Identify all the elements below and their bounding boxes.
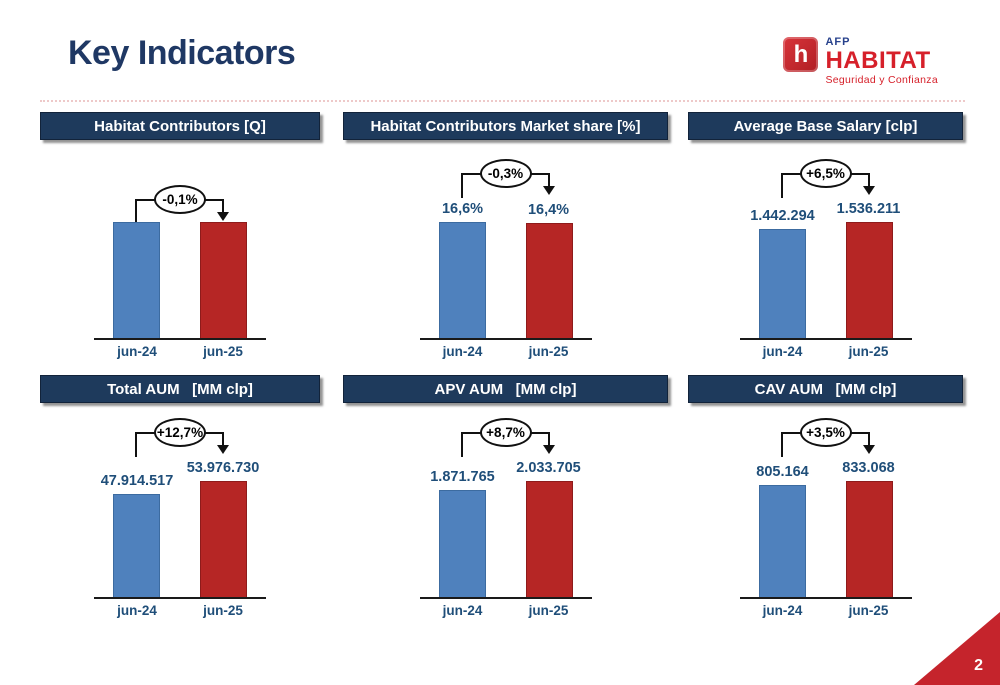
bar-jun-25 [200,481,247,598]
category-label: jun-25 [528,344,569,359]
chart-panel-average-base-salary: Average Base Salary [clp] +6,5% 1.442.29… [688,112,963,364]
value-label: 1.871.765 [430,469,495,485]
bar-jun-25 [845,222,893,339]
category-label: jun-25 [203,603,243,618]
page-title: Key Indicators [68,34,296,72]
x-axis-line [419,338,592,340]
bar-chart: -0,3% 16,6% 16,4% [419,140,592,340]
bar-chart: +3,5% 805.164 833.068 [739,403,912,599]
bar-jun-24 [438,222,486,339]
category-label: jun-24 [762,603,803,618]
title-separator-line [40,100,965,102]
arrow-head-icon [217,445,229,454]
change-badge: +3,5% [799,418,852,447]
chart-panel-total-aum: Total AUM [MM clp] +12,7% 47.914.517 53.… [40,375,320,623]
change-badge: +6,5% [799,159,852,188]
value-label: 833.068 [842,460,895,476]
x-axis-line [419,597,592,599]
chart-title: Average Base Salary [clp] [688,112,963,140]
value-label: 16,4% [527,202,570,218]
chart-panel-habitat-contributors: Habitat Contributors [Q] -0,1% jun-24 ju… [40,112,320,364]
value-label: 1.442.294 [750,208,815,224]
bracket-left-line [460,432,463,457]
category-label: jun-25 [848,344,889,359]
bar-jun-24 [113,222,160,339]
arrow-head-icon [862,186,875,195]
bar-chart: +12,7% 47.914.517 53.976.730 [94,403,266,599]
x-axis-line [94,338,266,340]
arrow-line [867,173,870,187]
bracket-left-line [780,173,783,198]
value-label: 53.976.730 [186,460,260,476]
arrow-line [867,432,870,446]
logo-habitat-text: HABITAT [825,47,931,74]
corner-triangle [914,612,1000,685]
page-number: 2 [974,657,983,674]
value-label: 47.914.517 [100,473,174,489]
value-label: 1.536.211 [836,201,901,217]
bar-chart: +8,7% 1.871.765 2.033.705 [419,403,592,599]
bracket-left-line [460,173,463,198]
category-label: jun-25 [528,603,569,618]
habitat-logo-icon: h [783,37,819,72]
chart-panel-apv-aum: APV AUM [MM clp] +8,7% 1.871.765 2.033.7… [343,375,668,623]
value-label: 2.033.705 [516,460,581,476]
arrow-line [547,173,550,187]
arrow-line [222,199,224,213]
category-label: jun-24 [762,344,803,359]
category-label: jun-24 [117,603,157,618]
arrow-head-icon [217,212,229,221]
logo-afp-text: AFP [825,36,851,48]
arrow-line [222,432,224,446]
bar-jun-24 [438,490,486,598]
chart-title: Total AUM [MM clp] [40,375,320,403]
category-label: jun-24 [117,344,157,359]
bar-chart: -0,1% [94,140,266,340]
arrow-head-icon [862,445,875,454]
change-badge: +12,7% [154,418,206,447]
chart-panel-cav-aum: CAV AUM [MM clp] +3,5% 805.164 833.068 j… [688,375,963,623]
bracket-left-line [135,432,137,457]
bar-jun-24 [758,485,806,598]
bracket-left-line [135,199,137,223]
bar-chart: +6,5% 1.442.294 1.536.211 [739,140,912,340]
logo-tagline: Seguridad y Confianza [825,74,938,86]
arrow-head-icon [542,186,555,195]
value-label: 16,6% [441,201,484,217]
x-axis-line [94,597,266,599]
afp-habitat-logo: h AFP HABITAT Seguridad y Confianza [783,37,938,86]
category-label: jun-24 [442,603,483,618]
bracket-left-line [780,432,783,457]
x-axis-line [739,338,912,340]
value-label: 805.164 [756,464,809,480]
chart-title: Habitat Contributors Market share [%] [343,112,668,140]
bar-jun-24 [758,229,806,339]
bar-jun-25 [200,222,247,339]
bar-jun-25 [525,223,573,339]
change-badge: +8,7% [479,418,532,447]
category-label: jun-24 [442,344,483,359]
arrow-head-icon [542,445,555,454]
chart-panel-market-share: Habitat Contributors Market share [%] -0… [343,112,668,364]
category-label: jun-25 [203,344,243,359]
category-label: jun-25 [848,603,889,618]
arrow-line [547,432,550,446]
chart-title: APV AUM [MM clp] [343,375,668,403]
bar-jun-25 [525,481,573,598]
bar-jun-25 [845,481,893,598]
bar-jun-24 [113,494,160,598]
change-badge: -0,1% [154,185,206,214]
x-axis-line [739,597,912,599]
change-badge: -0,3% [479,159,532,188]
chart-title: Habitat Contributors [Q] [40,112,320,140]
chart-title: CAV AUM [MM clp] [688,375,963,403]
